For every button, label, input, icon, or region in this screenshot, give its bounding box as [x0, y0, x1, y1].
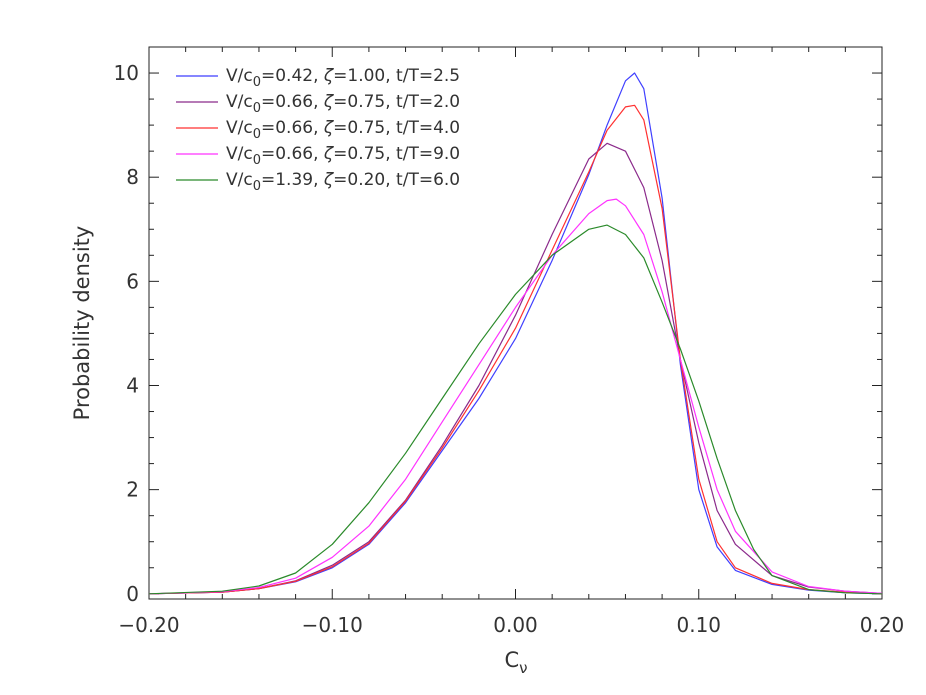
x-tick-label: −0.20	[118, 613, 179, 637]
x-tick-label: 0.20	[860, 613, 905, 637]
series-line-1	[148, 72, 883, 595]
legend-label-4: V/c0=0.66, ζ=0.75, t/T=9.0	[226, 144, 460, 168]
series-line-5	[148, 224, 883, 595]
x-axis-title-sub: ν	[519, 659, 527, 677]
x-tick-label: −0.10	[302, 613, 363, 637]
x-axis-title: Cν	[504, 648, 527, 677]
y-axis: 0 2 4 6 8 10	[114, 61, 882, 606]
x-axis: −0.20 −0.10 0.00 0.10 0.20	[118, 47, 904, 637]
y-tick-label: 8	[126, 165, 139, 189]
series-line-3	[148, 104, 883, 595]
x-tick-label: 0.10	[676, 613, 721, 637]
legend-label-1: V/c0=0.42, ζ=1.00, t/T=2.5	[226, 66, 460, 90]
y-tick-label: 4	[126, 373, 139, 397]
y-tick-label: 0	[126, 582, 139, 606]
legend-label-2: V/c0=0.66, ζ=0.75, t/T=2.0	[226, 92, 460, 116]
series-layer	[148, 72, 883, 595]
y-axis-title: Probability density	[70, 226, 94, 421]
legend: V/c0=0.42, ζ=1.00, t/T=2.5V/c0=0.66, ζ=0…	[176, 66, 460, 194]
x-axis-title-main: C	[504, 648, 519, 672]
y-tick-label: 10	[114, 61, 139, 85]
series-line-4	[148, 198, 883, 595]
legend-label-3: V/c0=0.66, ζ=0.75, t/T=4.0	[226, 118, 460, 142]
x-tick-label: 0.00	[493, 613, 538, 637]
legend-label-5: V/c0=1.39, ζ=0.20, t/T=6.0	[226, 170, 460, 194]
y-tick-label: 2	[126, 478, 139, 502]
y-tick-label: 6	[126, 269, 139, 293]
